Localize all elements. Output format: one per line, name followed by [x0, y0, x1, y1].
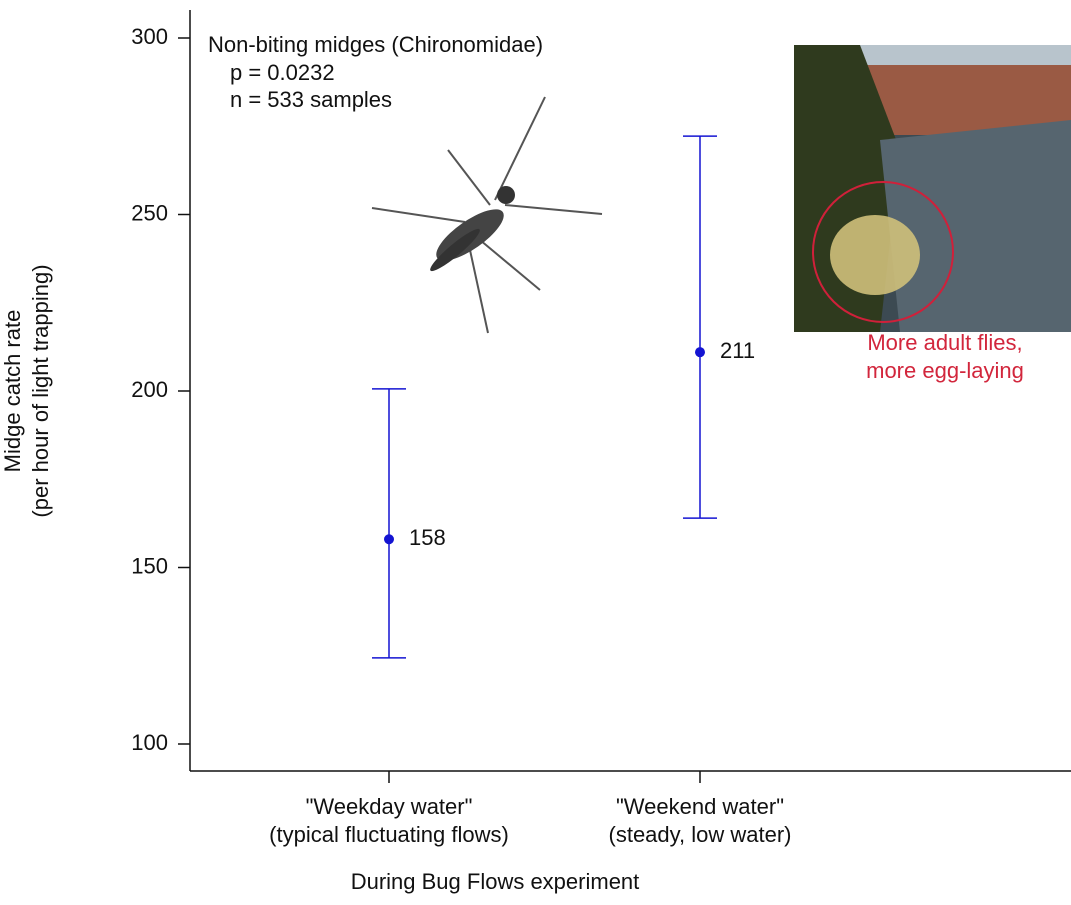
- x-axis-label: During Bug Flows experiment: [351, 869, 640, 894]
- y-tick-label: 200: [131, 377, 168, 402]
- annotation: n = 533 samples: [230, 87, 392, 112]
- value-label: 158: [409, 525, 446, 550]
- point: [384, 534, 394, 544]
- y-tick-label: 150: [131, 553, 168, 578]
- point: [695, 347, 705, 357]
- y-tick-label: 250: [131, 200, 168, 225]
- midge-illustration: [372, 97, 602, 333]
- value-label: 211: [720, 338, 755, 363]
- photo: [794, 45, 1071, 332]
- y-tick-label: 100: [131, 730, 168, 755]
- photo-caption: More adult flies,more egg-laying: [866, 330, 1024, 383]
- annotation: p = 0.0232: [230, 60, 335, 85]
- y-axis-label: Midge catch rate(per hour of light trapp…: [0, 264, 53, 517]
- x-tick-label: "Weekday water"(typical fluctuating flow…: [269, 794, 509, 847]
- y-tick-label: 300: [131, 24, 168, 49]
- chart: Non-biting midges (Chironomidae) p = 0.0…: [0, 0, 1071, 905]
- x-tick-label: "Weekend water"(steady, low water): [609, 794, 792, 847]
- chart-title: Non-biting midges (Chironomidae): [208, 32, 543, 57]
